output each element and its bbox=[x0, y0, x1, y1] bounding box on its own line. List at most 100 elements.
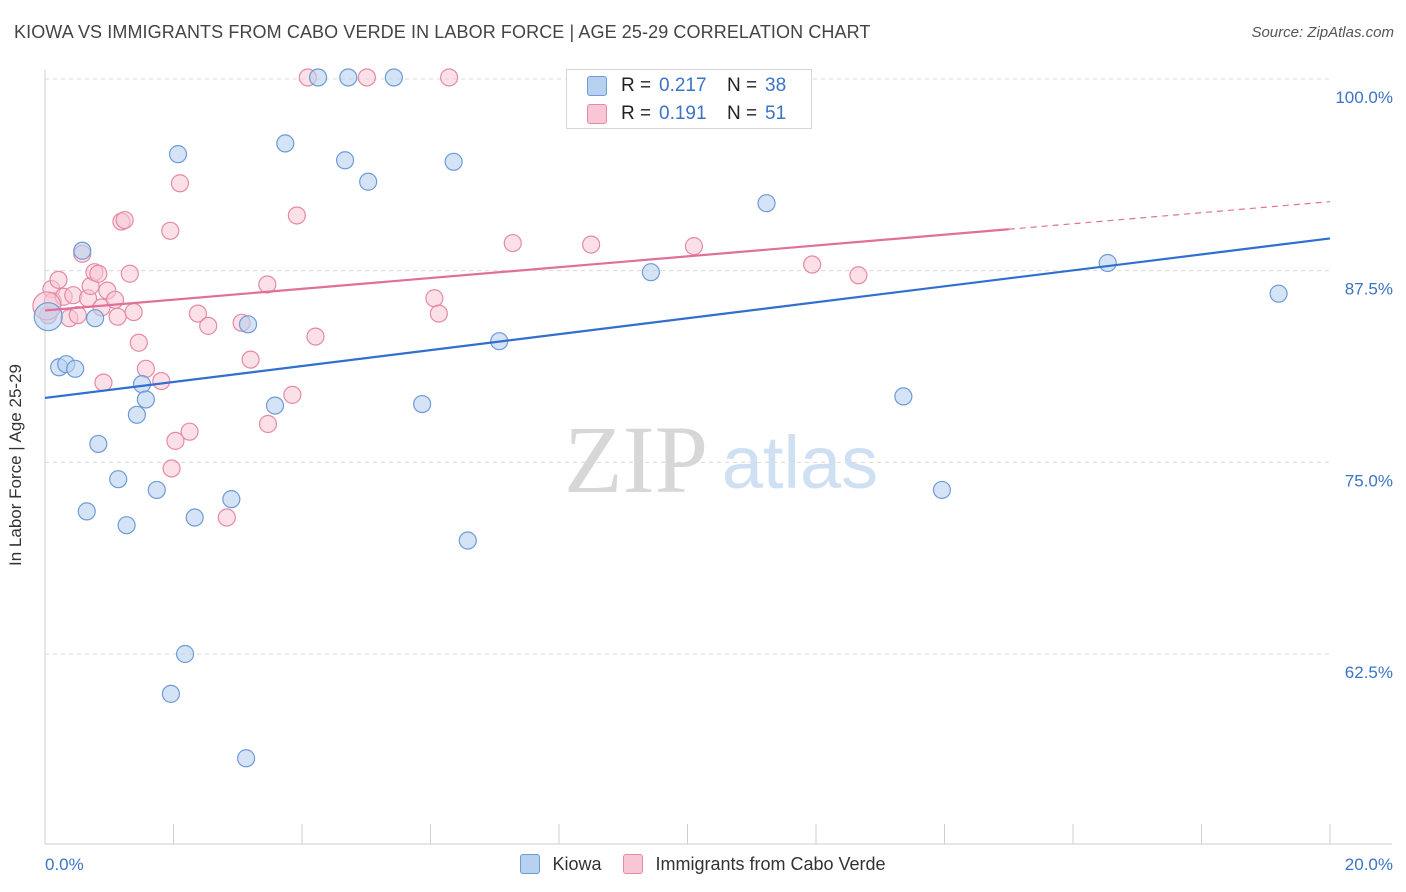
cabo-verde-point bbox=[425, 289, 444, 308]
kiowa-point bbox=[136, 390, 155, 409]
cabo-verde-point bbox=[94, 373, 113, 392]
cabo-verde-point bbox=[49, 270, 68, 289]
y-tick-label: 87.5% bbox=[1345, 280, 1393, 299]
kiowa-point bbox=[757, 194, 776, 213]
source-note: Source: ZipAtlas.com bbox=[1251, 24, 1394, 41]
legend-item-cabo-verde[interactable]: Immigrants from Cabo Verde bbox=[623, 853, 886, 875]
kiowa-point bbox=[66, 359, 85, 378]
legend-item-kiowa[interactable]: Kiowa bbox=[520, 854, 601, 875]
series-legend: Kiowa Immigrants from Cabo Verde bbox=[0, 851, 1406, 877]
kiowa-point bbox=[1269, 284, 1288, 303]
kiowa-point bbox=[86, 309, 105, 328]
kiowa-point bbox=[238, 315, 258, 334]
kiowa-point bbox=[641, 263, 660, 282]
cabo-verde-point bbox=[89, 264, 108, 283]
kiowa-point bbox=[335, 151, 355, 170]
cabo-verde-swatch bbox=[587, 104, 607, 124]
trend-layer bbox=[44, 201, 1331, 400]
correlation-legend: R = 0.217 N = 38 R = 0.191 N = 51 bbox=[566, 69, 812, 129]
cabo-verde-point bbox=[582, 235, 601, 254]
kiowa-point bbox=[894, 387, 913, 406]
cabo-verde-point bbox=[429, 304, 448, 323]
cabo-verde-swatch bbox=[623, 854, 644, 874]
r-value: 0.191 bbox=[659, 103, 707, 124]
cabo-verde-point bbox=[68, 306, 87, 325]
cabo-verde-point bbox=[283, 385, 302, 404]
legend-row-kiowa: R = 0.217 N = 38 bbox=[587, 73, 786, 99]
kiowa-point bbox=[413, 394, 432, 414]
grid-layer bbox=[45, 78, 1330, 655]
cabo-verde-point bbox=[217, 508, 236, 527]
kiowa-trend-line bbox=[44, 237, 1331, 400]
cabo-verde-point bbox=[287, 206, 306, 225]
kiowa-point bbox=[932, 480, 952, 500]
y-tick-label: 100.0% bbox=[1335, 88, 1393, 107]
kiowa-swatch bbox=[520, 854, 541, 874]
cabo-verde-trend-line bbox=[44, 228, 1009, 312]
cabo-verde-point bbox=[162, 459, 181, 478]
kiowa-point bbox=[77, 502, 96, 521]
kiowa-point bbox=[109, 470, 128, 489]
chart-title: KIOWA VS IMMIGRANTS FROM CABO VERDE IN L… bbox=[14, 22, 871, 42]
cabo-verde-point bbox=[136, 359, 155, 378]
legend-row-cabo-verde: R = 0.191 N = 51 bbox=[587, 101, 786, 127]
tick-label-layer: 62.5% 75.0% 87.5% 100.0% 0.0% 20.0% bbox=[45, 88, 1393, 874]
cabo-verde-point bbox=[115, 210, 134, 230]
cabo-verde-point bbox=[440, 68, 459, 87]
x-tick-label: 20.0% bbox=[1345, 855, 1393, 874]
kiowa-point bbox=[117, 516, 136, 535]
cabo-verde-point bbox=[129, 333, 148, 352]
n-value: 38 bbox=[765, 75, 787, 96]
kiowa-point bbox=[127, 405, 146, 424]
cabo-verde-point bbox=[188, 304, 208, 323]
kiowa-point bbox=[222, 490, 241, 509]
y-axis-label: In Labor Force | Age 25-29 bbox=[6, 364, 25, 566]
cabo-verde-point bbox=[684, 237, 704, 256]
kiowa-point bbox=[73, 241, 92, 260]
kiowa-point bbox=[458, 531, 477, 550]
kiowa-point bbox=[359, 172, 378, 191]
n-label: N = bbox=[727, 75, 758, 96]
kiowa-point bbox=[237, 749, 256, 768]
cabo-verde-point bbox=[124, 302, 143, 322]
kiowa-point bbox=[276, 134, 295, 153]
kiowa-point bbox=[161, 684, 181, 703]
cabo-verde-point bbox=[170, 174, 190, 193]
n-value: 51 bbox=[765, 103, 787, 124]
y-tick-label: 75.0% bbox=[1345, 471, 1393, 490]
kiowa-point bbox=[175, 644, 195, 664]
kiowa-point bbox=[265, 396, 285, 415]
legend-label: Kiowa bbox=[552, 853, 602, 874]
legend-label: Immigrants from Cabo Verde bbox=[655, 853, 886, 874]
cabo-verde-point bbox=[120, 264, 139, 283]
cabo-verde-point bbox=[152, 371, 171, 391]
watermark-atlas: atlas bbox=[722, 421, 878, 504]
kiowa-point bbox=[168, 145, 188, 164]
cabo-verde-point bbox=[803, 255, 822, 274]
kiowa-point bbox=[185, 508, 204, 527]
kiowa-point bbox=[147, 480, 166, 500]
cabo-verde-point bbox=[357, 68, 376, 87]
n-label: N = bbox=[727, 103, 758, 124]
cabo-verde-point bbox=[180, 422, 199, 441]
kiowa-point bbox=[1098, 253, 1117, 273]
r-label: R = bbox=[621, 103, 652, 124]
r-value: 0.217 bbox=[659, 75, 707, 96]
cabo-verde-point bbox=[503, 233, 522, 253]
kiowa-point bbox=[89, 434, 108, 454]
kiowa-point bbox=[308, 68, 328, 87]
cabo-verde-trend-extension bbox=[1008, 201, 1331, 230]
cabo-verde-point bbox=[306, 327, 325, 346]
series-cabo-verde-points bbox=[32, 68, 868, 527]
x-tick-label: 0.0% bbox=[45, 855, 84, 874]
cabo-verde-point bbox=[108, 307, 127, 326]
cabo-verde-point bbox=[258, 414, 278, 434]
cabo-verde-point bbox=[166, 431, 185, 450]
kiowa-point bbox=[384, 68, 403, 87]
kiowa-point bbox=[33, 302, 63, 332]
cabo-verde-point bbox=[849, 266, 868, 285]
cabo-verde-point bbox=[199, 316, 218, 335]
cabo-verde-point bbox=[64, 286, 83, 305]
kiowa-point bbox=[339, 68, 358, 87]
